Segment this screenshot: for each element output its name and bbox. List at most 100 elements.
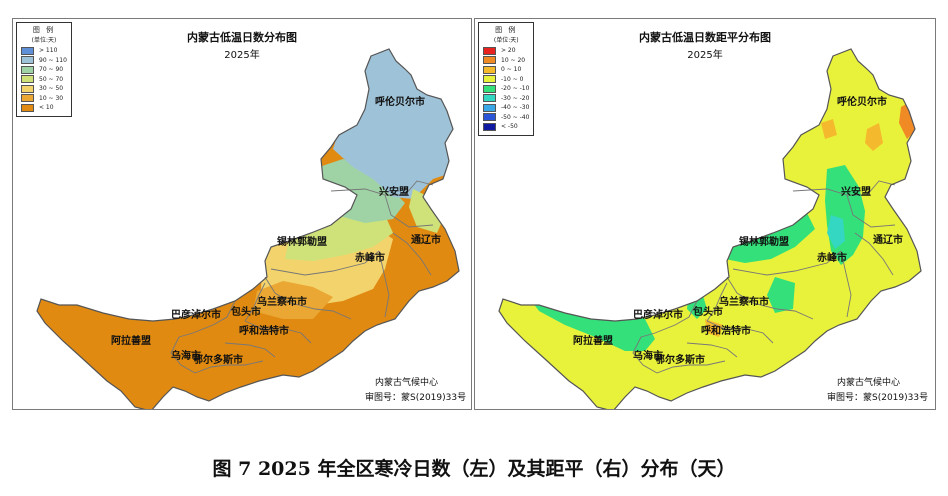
legend-row: -20 ~ -10 <box>483 84 529 94</box>
anom-zone-minus10-0 <box>499 49 921 409</box>
legend-label: -40 ~ -30 <box>501 104 530 112</box>
left-legend: 图 例 (单位:天) > 110 90 ~ 110 70 ~ 90 50 ~ 70 30… <box>16 22 72 117</box>
label-chifeng: 赤峰市 <box>817 251 847 264</box>
legend-row: 30 ~ 50 <box>21 84 67 94</box>
right-map-year: 2025年 <box>687 50 723 61</box>
right-legend-unit: (单位:天) <box>493 37 519 44</box>
anom-zone-minus30-minus20 <box>827 215 845 249</box>
legend-swatch <box>21 94 34 103</box>
legend-swatch <box>21 75 34 84</box>
legend-label: 70 ~ 90 <box>39 66 64 74</box>
anom-zone-0-10-hohhot <box>705 319 723 337</box>
label-ordos: 鄂尔多斯市 <box>193 353 243 366</box>
legend-label: 10 ~ 30 <box>39 94 64 102</box>
legend-swatch <box>21 84 34 93</box>
label-xinganmeng: 兴安盟 <box>379 185 409 198</box>
legend-swatch <box>483 56 496 65</box>
legend-swatch <box>483 113 496 122</box>
right-credit-no: 审图号：蒙S(2019)33号 <box>827 393 929 403</box>
figure-caption: 图 7 2025 年全区寒冷日数（左）及其距平（右）分布（天） <box>212 458 736 480</box>
legend-swatch <box>21 65 34 74</box>
legend-label: < 10 <box>39 104 54 112</box>
legend-row: -30 ~ -20 <box>483 94 529 104</box>
legend-swatch <box>483 46 496 55</box>
label-xilingol: 锡林郭勒盟 <box>739 235 789 248</box>
legend-swatch <box>21 56 34 65</box>
label-wuhai: 乌海市 <box>633 349 663 362</box>
legend-label: 10 ~ 20 <box>501 56 526 64</box>
anom-zone-0-10-small <box>821 119 837 139</box>
left-legend-unit: (单位:天) <box>31 37 57 44</box>
legend-label: > 20 <box>501 47 516 55</box>
right-admin-boundaries <box>632 180 896 374</box>
legend-swatch <box>483 103 496 112</box>
legend-row: > 20 <box>483 46 529 56</box>
legend-row: 50 ~ 70 <box>21 75 67 85</box>
legend-row: 10 ~ 20 <box>483 56 529 66</box>
left-map-year: 2025年 <box>224 50 260 61</box>
legend-label: -30 ~ -20 <box>501 94 530 102</box>
label-baotou: 包头市 <box>231 305 261 318</box>
label-hohhot: 呼和浩特市 <box>239 324 289 337</box>
legend-label: 0 ~ 10 <box>501 66 522 74</box>
label-baotou: 包头市 <box>693 305 723 318</box>
legend-swatch <box>483 94 496 103</box>
legend-label: -50 ~ -40 <box>501 113 530 121</box>
legend-label: < -50 <box>501 123 518 131</box>
left-map-svg: 呼伦贝尔市 兴安盟 通辽市 锡林郭勒盟 赤峰市 乌兰察布市 包头市 巴彦淖尔市 … <box>36 48 460 409</box>
legend-row: 70 ~ 90 <box>21 65 67 75</box>
label-hulunbuir: 呼伦贝尔市 <box>837 95 887 108</box>
left-map-panel: 呼伦贝尔市 兴安盟 通辽市 锡林郭勒盟 赤峰市 乌兰察布市 包头市 巴彦淖尔市 … <box>12 18 472 410</box>
legend-label: 30 ~ 50 <box>39 85 64 93</box>
label-ulanqab: 乌兰察布市 <box>719 295 769 308</box>
legend-swatch <box>483 84 496 93</box>
legend-label: 50 ~ 70 <box>39 75 64 83</box>
left-credit-org: 内蒙古气候中心 <box>375 378 439 388</box>
right-credit-org: 内蒙古气候中心 <box>837 378 901 388</box>
label-hulunbuir: 呼伦贝尔市 <box>375 95 425 108</box>
legend-row: -40 ~ -30 <box>483 103 529 113</box>
legend-row: < -50 <box>483 122 529 132</box>
legend-swatch <box>21 103 34 112</box>
legend-row: < 10 <box>21 103 67 113</box>
left-legend-title: 图 例 <box>32 26 56 34</box>
legend-swatch <box>483 122 496 131</box>
legend-label: > 110 <box>39 47 58 55</box>
label-alxa: 阿拉善盟 <box>573 334 613 347</box>
label-ordos: 鄂尔多斯市 <box>655 353 705 366</box>
left-credit-no: 审图号：蒙S(2019)33号 <box>365 393 467 403</box>
label-tongliao: 通辽市 <box>411 233 441 246</box>
legend-swatch <box>21 46 34 55</box>
left-outline <box>36 48 460 409</box>
legend-swatch <box>483 75 496 84</box>
left-admin-boundaries <box>170 180 434 374</box>
right-map-svg: 呼伦贝尔市 兴安盟 通辽市 锡林郭勒盟 赤峰市 乌兰察布市 包头市 巴彦淖尔市 … <box>498 48 922 409</box>
legend-row: 90 ~ 110 <box>21 56 67 66</box>
anom-zone-minus20-minus10-ulanqab <box>767 277 795 313</box>
label-bayannur: 巴彦淖尔市 <box>171 308 221 321</box>
right-legend-title: 图 例 <box>495 26 518 34</box>
left-map-title: 内蒙古低温日数分布图 <box>187 31 297 44</box>
legend-label: -10 ~ 0 <box>501 75 524 83</box>
zone-50-70-xing <box>409 189 443 233</box>
label-alxa: 阿拉善盟 <box>111 334 151 347</box>
legend-label: -20 ~ -10 <box>501 85 530 93</box>
legend-label: 90 ~ 110 <box>39 56 67 64</box>
legend-row: -10 ~ 0 <box>483 75 529 85</box>
right-outline <box>498 48 922 409</box>
label-ulanqab: 乌兰察布市 <box>257 295 307 308</box>
anom-zone-0-10-hulun <box>865 123 883 151</box>
legend-row: > 110 <box>21 46 67 56</box>
label-bayannur: 巴彦淖尔市 <box>633 308 683 321</box>
label-hohhot: 呼和浩特市 <box>701 324 751 337</box>
label-wuhai: 乌海市 <box>171 349 201 362</box>
label-chifeng: 赤峰市 <box>355 251 385 264</box>
label-xilingol: 锡林郭勒盟 <box>277 235 327 248</box>
right-legend: 图 例 (单位:天) > 20 10 ~ 20 0 ~ 10 -10 ~ 0 -20 ~… <box>478 22 535 136</box>
legend-row: 10 ~ 30 <box>21 94 67 104</box>
label-tongliao: 通辽市 <box>873 233 903 246</box>
legend-row: -50 ~ -40 <box>483 113 529 123</box>
legend-swatch <box>483 65 496 74</box>
legend-row: 0 ~ 10 <box>483 65 529 75</box>
right-map-panel: 呼伦贝尔市 兴安盟 通辽市 锡林郭勒盟 赤峰市 乌兰察布市 包头市 巴彦淖尔市 … <box>474 18 936 410</box>
